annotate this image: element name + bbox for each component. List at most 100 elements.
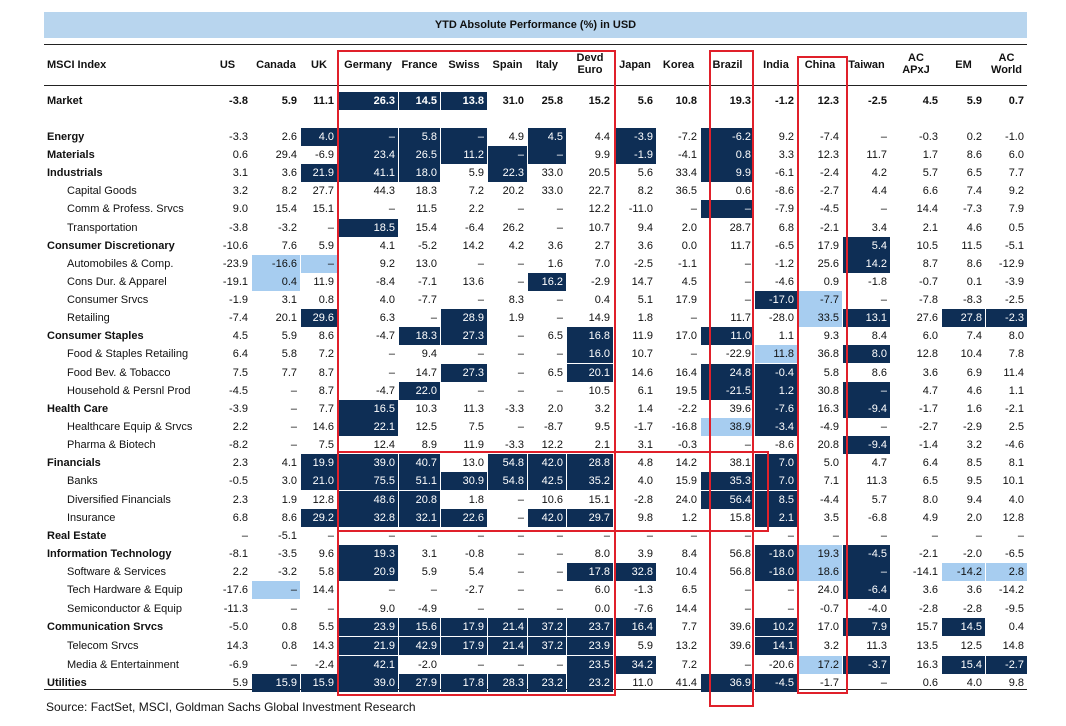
table-cell: 3.6 <box>966 584 982 596</box>
table-cell: – <box>556 548 563 560</box>
row-label: Automobiles & Comp. <box>67 258 174 270</box>
table-cell: -3.7 <box>843 656 890 674</box>
table-cell: 2.0 <box>966 512 982 524</box>
table-cell: 20.1 <box>567 364 613 382</box>
table-cell: 7.8 <box>1008 348 1024 360</box>
table-cell: 6.4 <box>232 348 248 360</box>
table-cell: -3.3 <box>505 439 524 451</box>
table-cell: 0.0 <box>594 603 610 615</box>
table-cell: 42.0 <box>528 509 566 527</box>
table-cell: – <box>690 203 697 215</box>
table-cell: 27.6 <box>916 312 938 324</box>
table-cell: -4.0 <box>868 603 887 615</box>
table-cell: 2.1 <box>922 222 938 234</box>
table-cell: 5.5 <box>318 621 334 633</box>
table-cell: 23.4 <box>338 146 398 164</box>
table-cell: 2.5 <box>1008 421 1024 433</box>
table-cell: 9.3 <box>823 330 839 342</box>
table-cell: 0.8 <box>318 294 334 306</box>
table-cell: 7.7 <box>281 367 297 379</box>
table-cell: 0.4 <box>1008 621 1024 633</box>
table-cell: – <box>787 584 794 596</box>
table-cell: 14.4 <box>916 203 938 215</box>
row-label: Retailing <box>67 312 110 324</box>
table-cell: – <box>252 581 300 599</box>
table-cell: -3.3 <box>505 403 524 415</box>
table-cell: -8.2 <box>229 439 248 451</box>
row-label: Software & Services <box>67 566 167 578</box>
table-cell: 12.8 <box>916 348 938 360</box>
table-cell: 5.0 <box>823 457 839 469</box>
table-cell: 5.9 <box>468 167 484 179</box>
column-header: China <box>804 59 836 71</box>
table-cell: 5.6 <box>637 167 653 179</box>
table-cell: 9.6 <box>318 548 334 560</box>
table-cell: 14.6 <box>631 367 653 379</box>
table-cell: 3.2 <box>594 403 610 415</box>
table-cell: 8.3 <box>508 294 524 306</box>
table-cell: 32.8 <box>614 563 656 581</box>
table-cell: -1.4 <box>919 439 938 451</box>
column-header: Italy <box>535 59 558 71</box>
table-cell: – <box>843 563 890 581</box>
table-cell: 15.9 <box>252 674 300 692</box>
table-cell: 11.0 <box>701 327 754 345</box>
table-cell: 32.8 <box>338 509 398 527</box>
table-cell: 7.4 <box>966 185 982 197</box>
table-cell: 5.6 <box>637 95 653 107</box>
table-cell: 29.6 <box>301 309 337 327</box>
table-cell: – <box>290 603 297 615</box>
table-cell: 4.0 <box>966 677 982 689</box>
table-cell: 15.9 <box>675 475 697 487</box>
table-cell: 20.1 <box>275 312 297 324</box>
table-cell: 9.9 <box>701 164 754 182</box>
table-cell: 21.4 <box>488 637 527 655</box>
table-cell: 6.0 <box>922 330 938 342</box>
table-cell: 16.5 <box>338 400 398 418</box>
table-cell: 3.6 <box>547 240 563 252</box>
table-cell: 1.7 <box>922 149 938 161</box>
table-cell: 7.0 <box>755 472 797 490</box>
table-cell: 38.1 <box>729 457 751 469</box>
table-cell: 20.5 <box>588 167 610 179</box>
table-cell: – <box>646 530 653 542</box>
table-cell: -7.4 <box>229 312 248 324</box>
table-cell: – <box>388 530 395 542</box>
table-cell: 3.2 <box>823 640 839 652</box>
row-label: Capital Goods <box>67 185 137 197</box>
table-cell: 2.3 <box>232 494 248 506</box>
table-cell: -4.9 <box>418 603 437 615</box>
table-cell: 6.5 <box>966 167 982 179</box>
table-cell: 0.4 <box>252 273 300 291</box>
table-cell: -1.7 <box>820 677 839 689</box>
table-cell: 11.5 <box>961 240 982 252</box>
table-cell: -8.6 <box>775 185 794 197</box>
row-label: Tech Hardware & Equip <box>67 584 183 596</box>
table-cell: 8.0 <box>843 345 890 363</box>
table-cell: – <box>744 603 751 615</box>
table-cell: 17.9 <box>817 240 839 252</box>
table-cell: 9.0 <box>232 203 248 215</box>
table-cell: 11.7 <box>730 240 751 252</box>
table-cell: 19.5 <box>675 385 697 397</box>
table-cell: 8.7 <box>922 258 938 270</box>
table-cell: 10.4 <box>675 566 697 578</box>
table-cell: 2.1 <box>755 509 797 527</box>
table-cell: -1.9 <box>614 146 656 164</box>
table-cell: 6.6 <box>922 185 938 197</box>
table-cell: – <box>290 439 297 451</box>
table-cell: – <box>556 203 563 215</box>
table-cell: – <box>517 548 524 560</box>
table-cell: 1.1 <box>778 330 794 342</box>
table-cell: 2.2 <box>232 566 248 578</box>
table-cell: – <box>1017 530 1024 542</box>
column-header: US <box>219 59 236 71</box>
table-cell: 15.4 <box>415 222 437 234</box>
table-cell: 4.0 <box>637 475 653 487</box>
table-cell: – <box>388 203 395 215</box>
table-cell: – <box>787 603 794 615</box>
table-cell: 7.1 <box>823 475 839 487</box>
table-cell: 27.7 <box>312 185 334 197</box>
table-cell: – <box>477 258 484 270</box>
table-cell: 14.4 <box>312 584 334 596</box>
